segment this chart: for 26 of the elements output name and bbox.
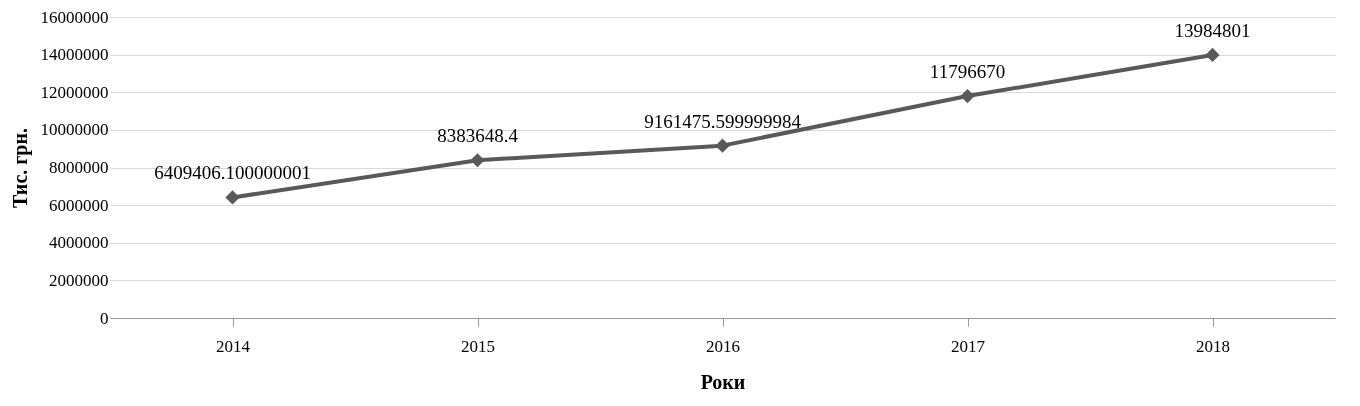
data-label: 9161475.599999984	[644, 110, 802, 132]
y-tick-label: 14000000	[40, 45, 109, 65]
y-tick-label: 0	[100, 308, 109, 328]
x-axis-title: Роки	[700, 370, 746, 393]
point	[470, 153, 485, 168]
point	[1205, 47, 1220, 62]
y-tick-label: 16000000	[40, 7, 109, 27]
y-tick-label: 8000000	[49, 158, 109, 177]
y-axis-title: Тис. грн.	[8, 128, 32, 208]
x-tick-label: 2017	[951, 336, 986, 356]
y-tick-label: 2000000	[49, 270, 109, 290]
x-tick-label: 2014	[216, 336, 251, 356]
x-tick-label: 2015	[461, 336, 495, 356]
data-label: 8383648.4	[437, 125, 519, 147]
data-label: 6409406.100000001	[154, 162, 311, 184]
data-label: 11796670	[929, 61, 1006, 83]
y-tick-label: 10000000	[40, 120, 109, 140]
point	[225, 190, 240, 205]
x-tick-label: 2018	[1196, 336, 1230, 356]
y-tick-label: 6000000	[49, 195, 109, 215]
point	[715, 138, 730, 153]
x-tick-label: 2016	[706, 336, 740, 356]
data-label: 13984801	[1174, 19, 1251, 41]
point	[960, 89, 975, 104]
y-tick-label: 4000000	[49, 233, 109, 253]
y-tick-label: 12000000	[40, 82, 109, 102]
